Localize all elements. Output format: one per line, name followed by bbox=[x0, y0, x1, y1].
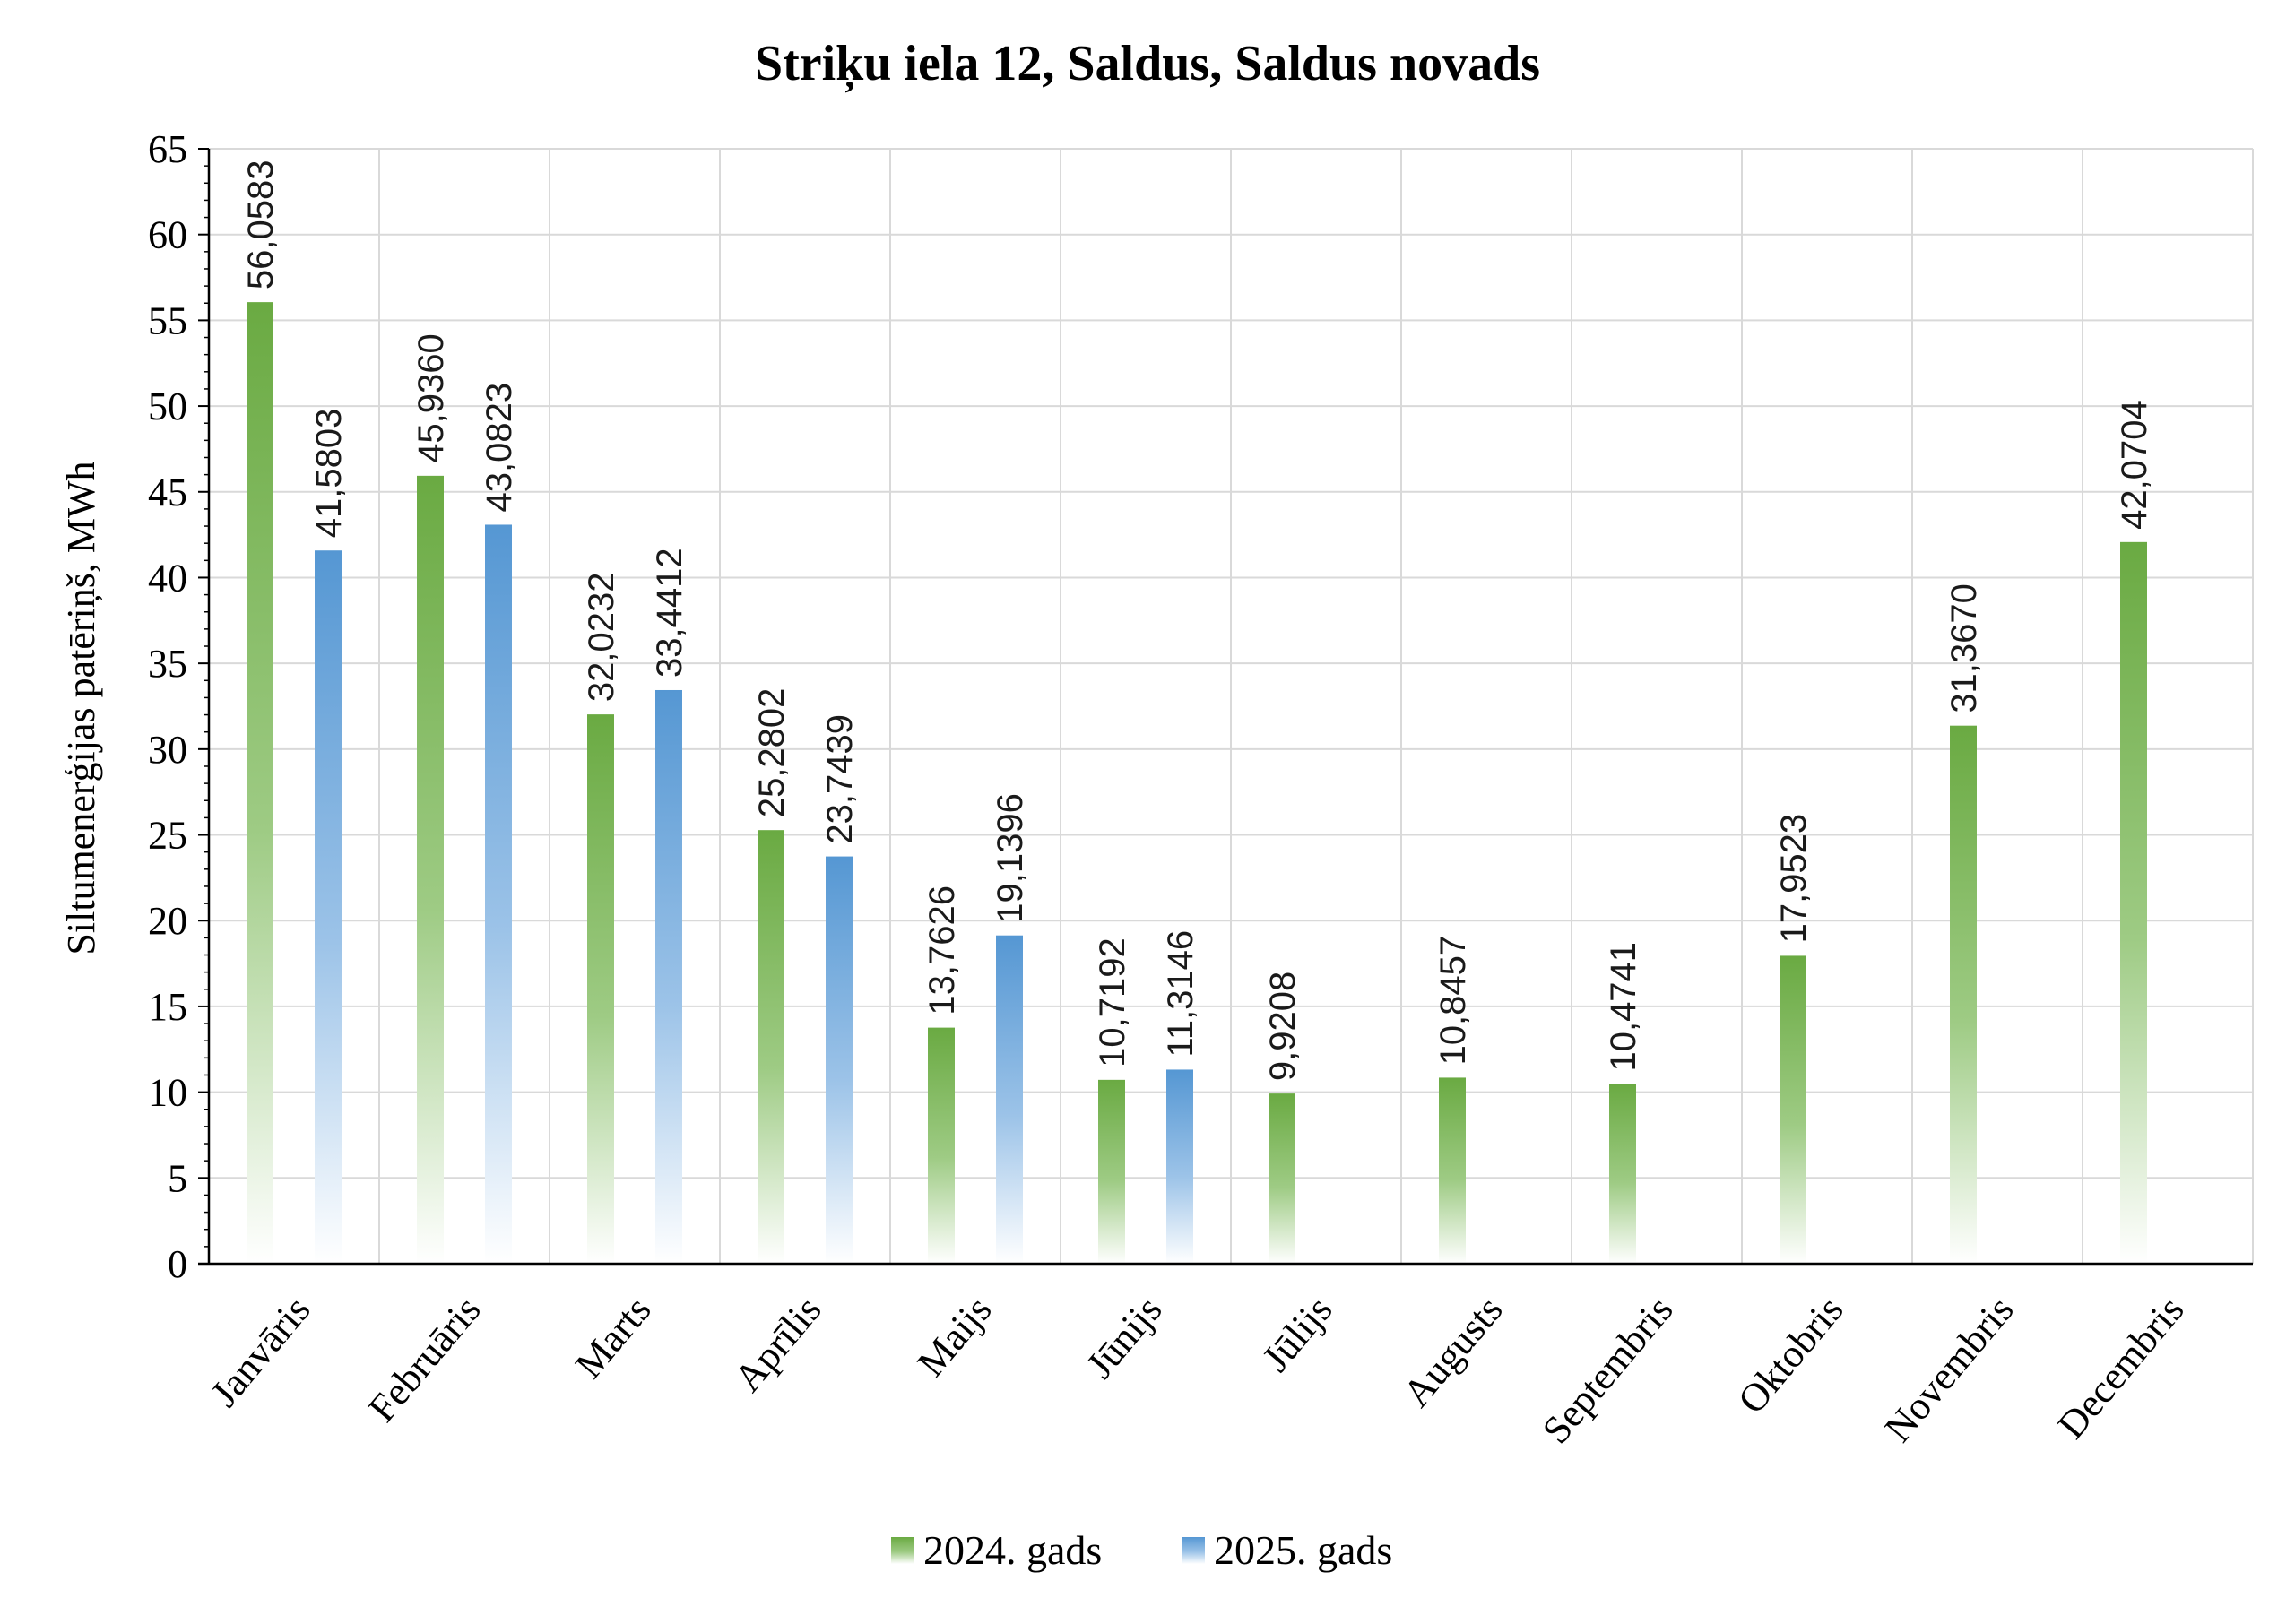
data-label: 43,0823 bbox=[480, 383, 519, 513]
bar-2024 bbox=[1609, 1084, 1636, 1264]
y-tick-label: 10 bbox=[148, 1071, 187, 1115]
gridlines bbox=[209, 148, 2254, 1264]
y-tick-label: 25 bbox=[148, 814, 187, 858]
bar-2025 bbox=[655, 689, 682, 1264]
x-tick-label: Jūnijs bbox=[1078, 1288, 1171, 1386]
data-label: 10,7192 bbox=[1093, 937, 1132, 1067]
data-label: 41,5803 bbox=[309, 409, 349, 539]
x-tick-label: Oktobris bbox=[1729, 1288, 1852, 1421]
data-label: 25,2802 bbox=[752, 688, 792, 818]
x-tick-label: Maijs bbox=[909, 1288, 1000, 1385]
bar-2024 bbox=[928, 1027, 955, 1264]
y-tick-label: 40 bbox=[148, 556, 187, 600]
data-label: 23,7439 bbox=[820, 714, 860, 844]
data-labels: 56,0583 45,9360 32,0232 25,2802 13,7626 10,71… bbox=[241, 160, 2154, 1082]
y-tick-label: 55 bbox=[148, 298, 187, 342]
data-label: 19,1396 bbox=[991, 793, 1030, 923]
legend-item: 2024. gads bbox=[891, 1527, 1102, 1573]
bar-2024 bbox=[2120, 541, 2147, 1264]
y-tick-label: 15 bbox=[148, 985, 187, 1029]
data-label: 33,4412 bbox=[650, 548, 689, 678]
data-label: 31,3670 bbox=[1944, 583, 1984, 713]
x-tick-label: Augusts bbox=[1394, 1288, 1511, 1415]
legend-swatch bbox=[1182, 1537, 1205, 1564]
y-tick-label: 50 bbox=[148, 384, 187, 428]
data-label: 42,0704 bbox=[2115, 400, 2154, 530]
y-tick-label: 30 bbox=[148, 728, 187, 772]
bar-2024 bbox=[247, 302, 273, 1264]
x-tick-label: Novembris bbox=[1875, 1288, 2022, 1450]
x-tick-label: Jūlijs bbox=[1253, 1288, 1340, 1380]
legend-item: 2025. gads bbox=[1182, 1527, 1392, 1573]
bar-2025 bbox=[826, 856, 853, 1264]
data-label: 9,9208 bbox=[1263, 972, 1303, 1081]
legend-swatch bbox=[891, 1537, 914, 1564]
chart-title: Striķu iela 12, Saldus, Saldus novads bbox=[755, 36, 1540, 93]
data-label: 17,9523 bbox=[1774, 814, 1814, 944]
y-axis-label: Siltumenerģijas patēriņš, MWh bbox=[59, 461, 103, 955]
bar-2024 bbox=[417, 475, 444, 1264]
bar-2024 bbox=[587, 714, 614, 1264]
y-tick-label: 5 bbox=[168, 1156, 187, 1200]
bar-2025 bbox=[1166, 1069, 1193, 1264]
bar-2024 bbox=[758, 830, 784, 1264]
data-label: 45,9360 bbox=[411, 333, 451, 463]
x-tick-label: Aprīlis bbox=[726, 1288, 830, 1400]
legend: 2024. gads 2025. gads bbox=[891, 1527, 1392, 1573]
bar-2025 bbox=[485, 524, 512, 1264]
data-label: 10,4741 bbox=[1604, 942, 1643, 1072]
y-tick-label: 65 bbox=[148, 127, 187, 171]
data-label: 10,8457 bbox=[1433, 936, 1473, 1066]
y-tick-label: 45 bbox=[148, 471, 187, 514]
bar-2025 bbox=[996, 935, 1023, 1264]
y-tick-label: 20 bbox=[148, 899, 187, 943]
legend-label: 2025. gads bbox=[1214, 1527, 1392, 1573]
y-tick-label: 0 bbox=[168, 1242, 187, 1286]
x-tick-label: Marts bbox=[567, 1288, 660, 1386]
y-tick-label: 35 bbox=[148, 642, 187, 686]
data-label: 13,7626 bbox=[922, 885, 962, 1015]
x-tick-label: Decembris bbox=[2049, 1288, 2193, 1447]
x-tick-label: Februāris bbox=[359, 1288, 489, 1430]
bar-2024 bbox=[1439, 1077, 1466, 1264]
bar-2024 bbox=[1098, 1079, 1125, 1264]
x-tick-label: Septembris bbox=[1534, 1288, 1682, 1452]
bar-2025 bbox=[315, 550, 342, 1264]
axes bbox=[198, 148, 2253, 1266]
legend-label: 2024. gads bbox=[923, 1527, 1102, 1573]
data-label: 56,0583 bbox=[241, 160, 281, 290]
data-label: 11,3146 bbox=[1161, 930, 1200, 1058]
data-label: 32,0232 bbox=[582, 573, 621, 703]
bar-2024 bbox=[1780, 955, 1806, 1264]
bar-2024 bbox=[1950, 725, 1977, 1264]
bar-2024 bbox=[1269, 1093, 1295, 1264]
x-tick-label: Janvāris bbox=[202, 1288, 318, 1415]
bars bbox=[247, 302, 2147, 1264]
y-tick-label: 60 bbox=[148, 213, 187, 257]
